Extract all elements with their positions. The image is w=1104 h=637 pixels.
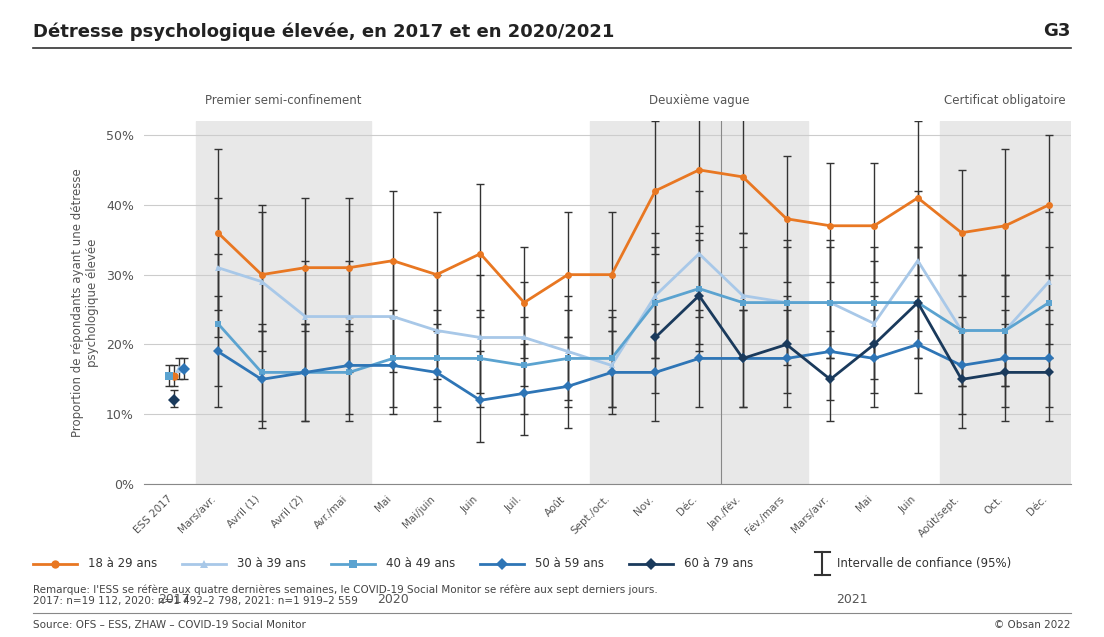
Text: © Obsan 2022: © Obsan 2022: [995, 620, 1071, 631]
Text: 2017: n=19 112, 2020: n=1 492–2 798, 2021: n=1 919–2 559: 2017: n=19 112, 2020: n=1 492–2 798, 202…: [33, 596, 358, 606]
Text: 2021: 2021: [837, 593, 868, 606]
Text: Source: OFS – ESS, ZHAW – COVID-19 Social Monitor: Source: OFS – ESS, ZHAW – COVID-19 Socia…: [33, 620, 306, 631]
Bar: [197, 121, 371, 484]
Text: 2020: 2020: [376, 593, 408, 606]
Text: Intervalle de confiance (95%): Intervalle de confiance (95%): [837, 557, 1011, 570]
Text: Remarque: l'ESS se réfère aux quatre dernières semaines, le COVID-19 Social Moni: Remarque: l'ESS se réfère aux quatre der…: [33, 585, 658, 595]
Bar: [940, 121, 1071, 484]
Text: 30 à 39 ans: 30 à 39 ans: [237, 557, 307, 570]
Text: Détresse psychologique élevée, en 2017 et en 2020/2021: Détresse psychologique élevée, en 2017 e…: [33, 22, 615, 41]
Text: G3: G3: [1043, 22, 1071, 40]
Y-axis label: Proportion de répondants ayant une détresse
psychologique élevée: Proportion de répondants ayant une détre…: [71, 168, 99, 437]
Text: 18 à 29 ans: 18 à 29 ans: [88, 557, 158, 570]
Text: Premier semi-confinement: Premier semi-confinement: [205, 94, 362, 106]
Text: 2017: 2017: [158, 593, 190, 606]
Bar: [590, 121, 808, 484]
Text: 50 à 59 ans: 50 à 59 ans: [535, 557, 605, 570]
Text: 40 à 49 ans: 40 à 49 ans: [386, 557, 456, 570]
Text: Certificat obligatoire: Certificat obligatoire: [944, 94, 1066, 106]
Text: 60 à 79 ans: 60 à 79 ans: [684, 557, 754, 570]
Text: Deuxième vague: Deuxième vague: [649, 94, 750, 106]
